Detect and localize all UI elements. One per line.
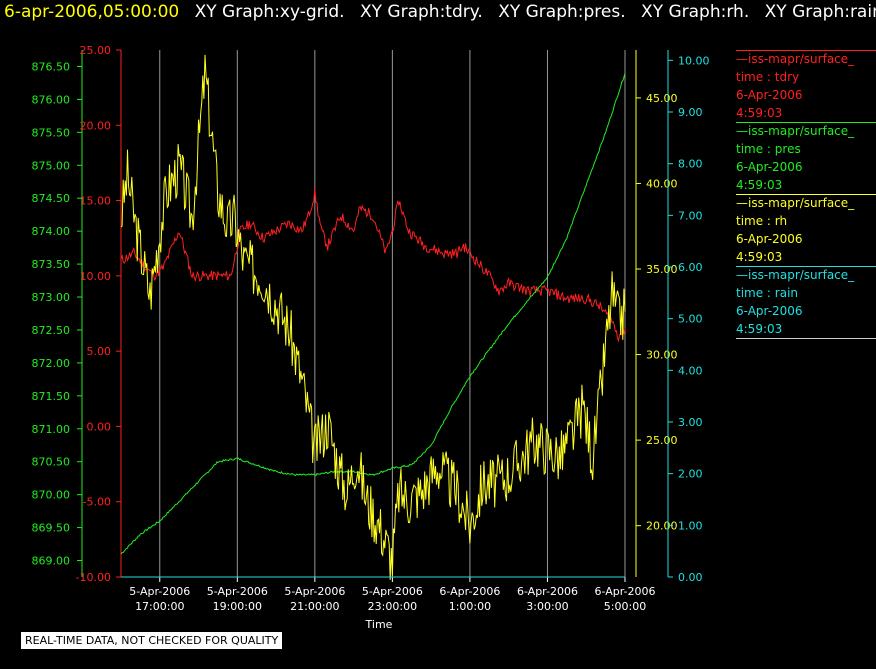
rain-tick-label: 10.00 bbox=[678, 54, 710, 67]
series-tdry-line bbox=[120, 188, 626, 343]
pres-tick-label: 876.00 bbox=[32, 93, 71, 106]
legend-date: 6-Apr-2006 bbox=[736, 88, 803, 102]
x-tick-label: 5-Apr-2006 bbox=[207, 585, 268, 598]
tdry-tick-label: 0.00 bbox=[87, 420, 112, 433]
rh-tick-label: 20.00 bbox=[646, 520, 678, 533]
legend-date: 6-Apr-2006 bbox=[736, 304, 803, 318]
rain-tick-label: 6.00 bbox=[678, 261, 703, 274]
x-tick-label: 17:00:00 bbox=[135, 600, 184, 613]
rain-tick-label: 8.00 bbox=[678, 158, 703, 171]
rh-tick-label: 40.00 bbox=[646, 177, 678, 190]
pres-tick-label: 875.00 bbox=[32, 159, 71, 172]
rain-tick-label: 4.00 bbox=[678, 364, 703, 377]
x-axis-label: Time bbox=[365, 618, 393, 631]
x-tick-label: 5-Apr-2006 bbox=[129, 585, 190, 598]
pres-tick-label: 871.00 bbox=[32, 423, 71, 436]
rh-tick-label: 45.00 bbox=[646, 92, 678, 105]
pres-tick-label: 873.00 bbox=[32, 291, 71, 304]
x-tick-label: 6-Apr-2006 bbox=[439, 585, 500, 598]
pres-tick-label: 872.00 bbox=[32, 357, 71, 370]
tdry-tick-label: 10.00 bbox=[80, 270, 112, 283]
rain-tick-label: 7.00 bbox=[678, 209, 703, 222]
legend-time: 4:59:03 bbox=[736, 178, 783, 192]
legend-source: —iss-mapr/surface_ bbox=[736, 52, 855, 66]
legend-date: 6-Apr-2006 bbox=[736, 232, 803, 246]
tdry-tick-label: 20.00 bbox=[80, 119, 112, 132]
rain-tick-label: 9.00 bbox=[678, 106, 703, 119]
legend-entry-tdry: —iss-mapr/surface_ time : tdry 6-Apr-200… bbox=[736, 50, 876, 122]
x-tick-label: 6-Apr-2006 bbox=[517, 585, 578, 598]
tdry-tick-label: 25.00 bbox=[80, 44, 112, 57]
header-graph-rh: XY Graph:rh. bbox=[641, 2, 750, 22]
pres-tick-label: 874.00 bbox=[32, 225, 71, 238]
x-tick-label: 5:00:00 bbox=[604, 600, 646, 613]
pres-tick-label: 872.50 bbox=[32, 324, 71, 337]
quality-disclaimer: REAL-TIME DATA, NOT CHECKED FOR QUALITY bbox=[20, 631, 284, 650]
header-timestamp: 6-apr-2006,05:00:00 bbox=[4, 2, 180, 22]
pres-tick-label: 869.50 bbox=[32, 522, 71, 535]
tdry-tick-label: -10.00 bbox=[76, 571, 111, 584]
pres-tick-label: 873.50 bbox=[32, 258, 71, 271]
pres-tick-label: 875.50 bbox=[32, 126, 71, 139]
legend-field: time : tdry bbox=[736, 70, 800, 84]
rain-tick-label: 2.00 bbox=[678, 468, 703, 481]
header-graph-rain: XY Graph:rain. bbox=[764, 2, 876, 22]
legend-time: 4:59:03 bbox=[736, 250, 783, 264]
legend-entry-rh: —iss-mapr/surface_ time : rh 6-Apr-2006 … bbox=[736, 194, 876, 266]
header-graph-tdry: XY Graph:tdry. bbox=[360, 2, 483, 22]
tdry-tick-label: -5.00 bbox=[83, 496, 111, 509]
x-tick-label: 6-Apr-2006 bbox=[594, 585, 655, 598]
legend-entry-pres: —iss-mapr/surface_ time : pres 6-Apr-200… bbox=[736, 122, 876, 194]
legend-date: 6-Apr-2006 bbox=[736, 160, 803, 174]
legend-time: 4:59:03 bbox=[736, 322, 783, 336]
rain-tick-label: 1.00 bbox=[678, 519, 703, 532]
series-rh-line bbox=[120, 54, 626, 580]
header-title-bar: 6-apr-2006,05:00:00 XY Graph:xy-grid. XY… bbox=[4, 2, 876, 22]
rain-tick-label: 3.00 bbox=[678, 416, 703, 429]
pres-tick-label: 870.00 bbox=[32, 489, 71, 502]
legend-field: time : rh bbox=[736, 214, 788, 228]
header-graph-xy-grid: XY Graph:xy-grid. bbox=[194, 2, 345, 22]
rain-tick-label: 5.00 bbox=[678, 313, 703, 326]
x-tick-label: 23:00:00 bbox=[368, 600, 417, 613]
x-tick-label: 3:00:00 bbox=[526, 600, 568, 613]
rh-tick-label: 30.00 bbox=[646, 349, 678, 362]
x-tick-label: 5-Apr-2006 bbox=[284, 585, 345, 598]
x-tick-label: 21:00:00 bbox=[290, 600, 339, 613]
x-tick-label: 19:00:00 bbox=[213, 600, 262, 613]
pres-tick-label: 874.50 bbox=[32, 192, 71, 205]
legend-time: 4:59:03 bbox=[736, 106, 783, 120]
pres-tick-label: 869.00 bbox=[32, 555, 71, 568]
legend-field: time : rain bbox=[736, 286, 799, 300]
legend-source: —iss-mapr/surface_ bbox=[736, 124, 855, 138]
pres-tick-label: 870.50 bbox=[32, 456, 71, 469]
tdry-tick-label: 15.00 bbox=[80, 195, 112, 208]
rh-tick-label: 25.00 bbox=[646, 434, 678, 447]
pres-tick-label: 876.50 bbox=[32, 60, 71, 73]
rh-tick-label: 35.00 bbox=[646, 263, 678, 276]
pres-tick-label: 871.50 bbox=[32, 390, 71, 403]
legend-source: —iss-mapr/surface_ bbox=[736, 268, 855, 282]
legend-source: —iss-mapr/surface_ bbox=[736, 196, 855, 210]
x-tick-label: 1:00:00 bbox=[449, 600, 491, 613]
header-graph-pres: XY Graph:pres. bbox=[498, 2, 626, 22]
x-tick-label: 5-Apr-2006 bbox=[362, 585, 423, 598]
tdry-tick-label: 5.00 bbox=[87, 345, 112, 358]
legend-entry-rain: —iss-mapr/surface_ time : rain 6-Apr-200… bbox=[736, 266, 876, 339]
rain-tick-label: 0.00 bbox=[678, 571, 703, 584]
series-pres-line bbox=[120, 72, 626, 555]
legend-field: time : pres bbox=[736, 142, 801, 156]
